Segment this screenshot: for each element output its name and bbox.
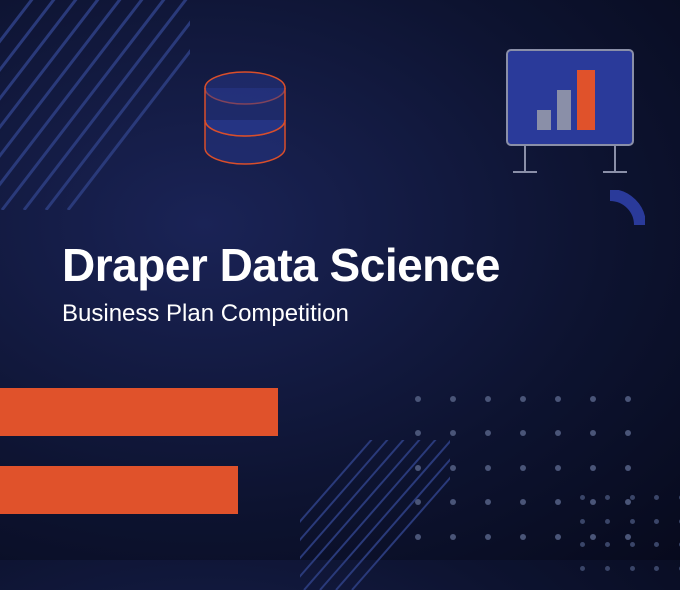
orange-bar-2 (0, 466, 238, 514)
main-title: Draper Data Science (62, 238, 500, 292)
subtitle: Business Plan Competition (62, 300, 349, 328)
monitor-chart-icon (495, 40, 645, 185)
database-icon (200, 70, 290, 180)
diagonal-lines-top (0, 0, 190, 210)
dot-grid-small (580, 495, 680, 575)
arc-icon (575, 190, 645, 260)
orange-bar-1 (0, 388, 278, 436)
